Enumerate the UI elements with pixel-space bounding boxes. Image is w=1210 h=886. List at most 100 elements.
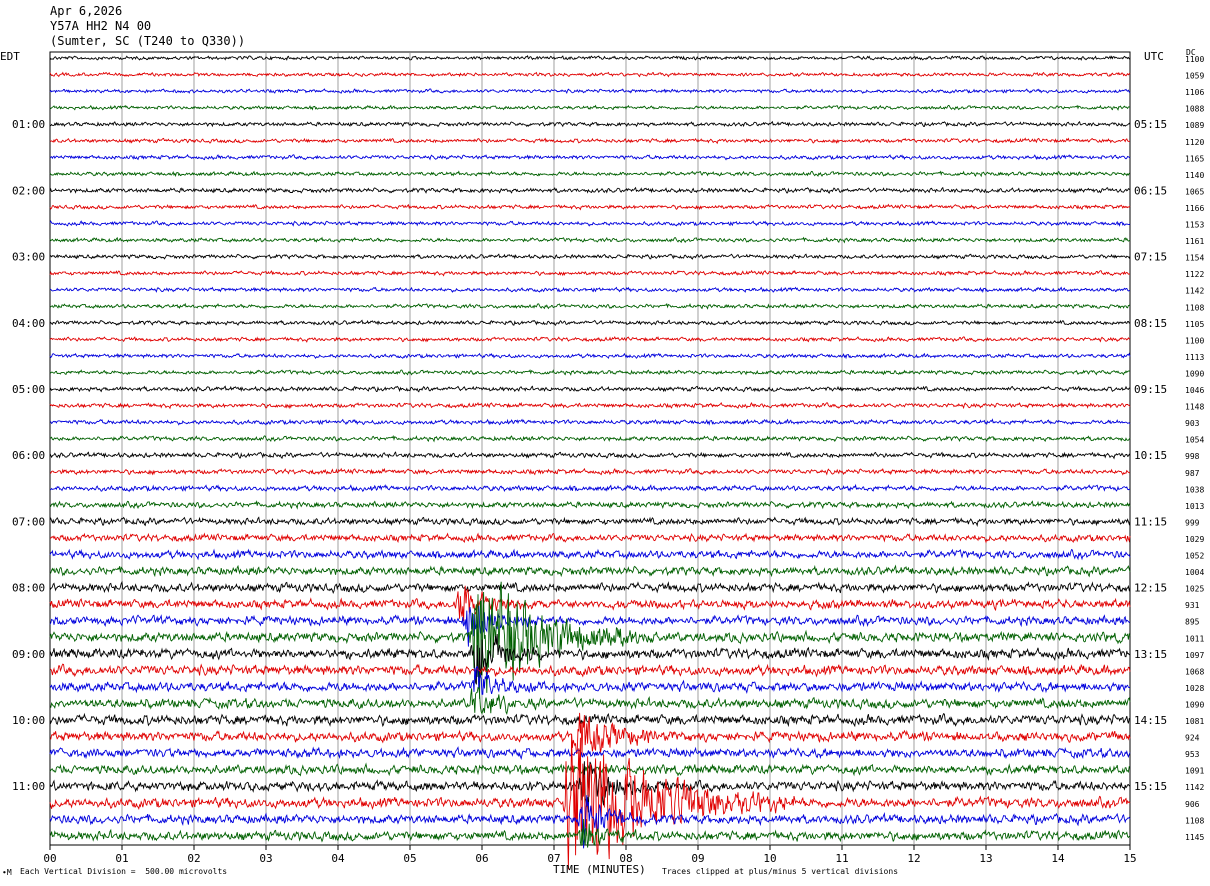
- trace-9: [49, 203, 1131, 211]
- x-tick-label-4: 04: [331, 852, 345, 865]
- plot-grid: [49, 51, 1131, 846]
- x-tick-label-1: 01: [115, 852, 128, 865]
- trace-36: [49, 633, 1131, 685]
- dc-offset-41: 924: [1185, 734, 1200, 743]
- dc-offset-20: 1046: [1185, 386, 1204, 395]
- dc-offset-37: 1068: [1185, 667, 1204, 676]
- x-tick-label-14: 14: [1051, 852, 1065, 865]
- left-time-labels: 01:00 02:00 03:00 04:00 05:00 06:00 07:00 08:00…: [12, 118, 45, 793]
- dc-offset-3: 1088: [1185, 105, 1204, 114]
- left-time-label-0: 01:00: [12, 118, 45, 131]
- dc-offset-24: 998: [1185, 452, 1200, 461]
- right-timezone-label: UTC: [1144, 50, 1164, 63]
- station-location: (Sumter, SC (T240 to Q330)): [50, 34, 246, 48]
- dc-offset-12: 1154: [1185, 254, 1204, 263]
- dc-offset-47: 1145: [1185, 833, 1204, 842]
- dc-offset-4: 1089: [1185, 121, 1204, 130]
- trace-39: [49, 686, 1131, 716]
- trace-17: [49, 336, 1131, 343]
- right-time-label-4: 09:15: [1134, 383, 1167, 396]
- trace-13: [49, 269, 1131, 277]
- left-time-label-2: 03:00: [12, 251, 45, 264]
- trace-32: [49, 580, 1131, 595]
- dc-offset-34: 895: [1185, 618, 1200, 627]
- dc-offset-43: 1091: [1185, 767, 1204, 776]
- trace-23: [49, 435, 1131, 443]
- trace-11: [49, 236, 1131, 244]
- trace-24: [49, 451, 1131, 460]
- trace-1: [49, 71, 1131, 78]
- left-time-label-5: 06:00: [12, 449, 45, 462]
- left-time-label-6: 07:00: [12, 515, 45, 528]
- dc-offset-23: 1054: [1185, 436, 1204, 445]
- left-time-label-1: 02:00: [12, 184, 45, 197]
- station-channel: Y57A HH2 N4 00: [50, 19, 152, 33]
- trace-28: [49, 516, 1131, 528]
- dc-offset-19: 1090: [1185, 369, 1204, 378]
- trace-27: [49, 500, 1131, 510]
- trace-7: [49, 170, 1130, 178]
- left-time-label-10: 11:00: [12, 780, 45, 793]
- trace-21: [49, 401, 1131, 410]
- trace-29: [50, 532, 1131, 544]
- right-time-label-7: 12:15: [1134, 582, 1167, 595]
- trace-35: [49, 581, 1131, 699]
- trace-22: [49, 418, 1131, 426]
- dc-offset-42: 953: [1185, 750, 1200, 759]
- right-time-label-6: 11:15: [1134, 515, 1167, 528]
- trace-group: [49, 54, 1131, 870]
- x-tick-label-13: 13: [979, 852, 992, 865]
- left-time-label-7: 08:00: [12, 582, 45, 595]
- x-tick-label-9: 09: [691, 852, 704, 865]
- x-tick-label-6: 06: [475, 852, 488, 865]
- x-tick-label-15: 15: [1123, 852, 1136, 865]
- trace-4: [49, 120, 1131, 128]
- left-timezone-label: EDT: [0, 50, 20, 63]
- dc-offset-38: 1028: [1185, 684, 1204, 693]
- trace-10: [49, 220, 1131, 227]
- left-time-label-9: 10:00: [12, 714, 45, 727]
- trace-8: [49, 186, 1131, 194]
- left-time-label-3: 04:00: [12, 317, 45, 330]
- trace-31: [49, 564, 1131, 578]
- plot-frame: [49, 51, 1131, 846]
- trace-5: [49, 137, 1131, 145]
- trace-19: [49, 369, 1131, 376]
- x-tick-label-7: 07: [547, 852, 560, 865]
- trace-41: [49, 712, 1131, 757]
- right-time-label-5: 10:15: [1134, 449, 1167, 462]
- x-tick-label-11: 11: [835, 852, 848, 865]
- time-axis: 00 01 02 03 04 05 06 07 08 09 10 11 12 13 14 15: [43, 845, 1137, 865]
- dc-offset-46: 1108: [1185, 816, 1204, 825]
- dc-offset-1: 1059: [1185, 72, 1204, 81]
- left-time-label-4: 05:00: [12, 383, 45, 396]
- x-tick-label-8: 08: [619, 852, 632, 865]
- trace-3: [49, 104, 1131, 111]
- dc-offset-11: 1161: [1185, 237, 1204, 246]
- dc-offset-45: 906: [1185, 800, 1200, 809]
- dc-offset-8: 1065: [1185, 187, 1204, 196]
- trace-26: [50, 483, 1131, 493]
- dc-offset-36: 1097: [1185, 651, 1204, 660]
- trace-12: [49, 253, 1131, 260]
- dc-offset-0: 1100: [1185, 55, 1204, 64]
- logo-mark: ∙M: [2, 868, 12, 877]
- trace-0: [49, 54, 1131, 61]
- trace-33: [49, 585, 1131, 622]
- dc-offset-14: 1142: [1185, 287, 1204, 296]
- dc-offset-10: 1153: [1185, 221, 1204, 230]
- right-time-label-2: 07:15: [1134, 251, 1167, 264]
- x-axis-label: TIME (MINUTES): [553, 863, 646, 876]
- x-tick-label-5: 05: [403, 852, 416, 865]
- dc-offset-35: 1011: [1185, 634, 1204, 643]
- trace-20: [49, 385, 1131, 393]
- dc-offset-27: 1013: [1185, 502, 1204, 511]
- trace-2: [49, 88, 1131, 95]
- trace-37: [49, 663, 1131, 678]
- dc-offset-40: 1081: [1185, 717, 1204, 726]
- dc-offset-32: 1025: [1185, 585, 1204, 594]
- dc-offset-22: 903: [1185, 419, 1200, 428]
- trace-30: [49, 548, 1131, 561]
- trace-40: [49, 712, 1131, 728]
